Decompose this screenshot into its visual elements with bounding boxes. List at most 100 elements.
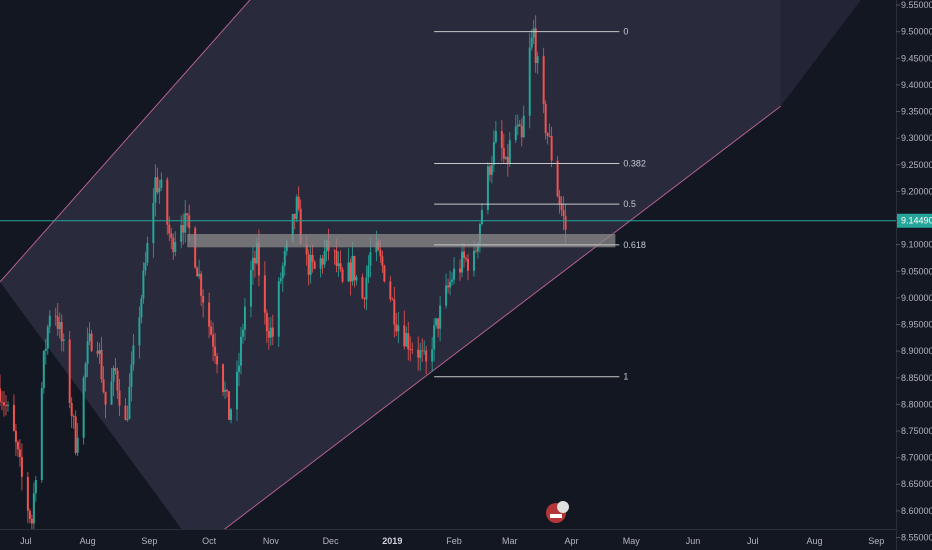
candle: [411, 342, 414, 355]
time-tick-label: 2019: [382, 536, 402, 546]
candle-body: [478, 223, 481, 244]
candle: [0, 390, 3, 411]
candle-body: [56, 316, 59, 329]
candle-body: [321, 258, 324, 265]
candle-body: [90, 333, 93, 351]
candle-body: [379, 249, 382, 257]
candle: [381, 250, 384, 274]
candle-body: [383, 265, 386, 282]
candle-body: [447, 285, 450, 288]
candle-body: [0, 401, 3, 403]
candle: [241, 323, 244, 345]
candle-body: [16, 442, 19, 450]
candle: [494, 120, 497, 144]
candle-body: [297, 196, 300, 209]
candle: [243, 298, 246, 341]
candle-body: [307, 254, 310, 275]
candle-body: [423, 350, 426, 352]
time-tick-label: Jul: [20, 536, 32, 546]
support-zone-box[interactable]: [187, 234, 616, 248]
candle: [271, 314, 274, 346]
candle: [421, 338, 424, 362]
candle-body: [556, 160, 559, 197]
price-tick-label: 8.60000: [901, 506, 932, 516]
time-tick-label: May: [623, 536, 641, 546]
candle: [160, 172, 163, 191]
candle-body: [363, 298, 366, 300]
channel-lower-line[interactable]: [196, 105, 781, 550]
candle: [486, 162, 489, 215]
candle-body: [490, 164, 493, 175]
candle: [130, 351, 133, 402]
time-tick-label: Feb: [446, 536, 462, 546]
channel-upper-line[interactable]: [0, 0, 434, 283]
candle: [74, 410, 77, 456]
candle: [128, 373, 131, 420]
price-tick-label: 9.55000: [901, 0, 932, 10]
candle: [417, 336, 420, 371]
candle-body: [433, 325, 436, 350]
tradingview-logo-icon: [546, 501, 569, 523]
candle: [562, 196, 565, 231]
candle-body: [110, 381, 113, 405]
price-axis[interactable]: 9.55000 9.50000 9.45000 9.40000 9.35000 9.300…: [896, 0, 932, 550]
candle-body: [116, 370, 119, 391]
candle: [397, 311, 400, 344]
candle-body: [309, 254, 312, 275]
candle-body: [500, 131, 503, 149]
candle-body: [54, 315, 57, 317]
candle-body: [44, 348, 47, 351]
candle-body: [32, 493, 35, 524]
candle: [226, 388, 229, 398]
candle: [544, 100, 547, 140]
candle: [546, 132, 549, 145]
time-axis[interactable]: Jul Aug Sep Oct Nov Dec 2019 Feb Mar Apr May Jun Jul…: [0, 529, 896, 550]
candle-body: [506, 156, 509, 164]
candle: [253, 250, 256, 278]
candle-body: [393, 299, 396, 325]
candle: [311, 244, 314, 273]
candle-body: [341, 269, 344, 282]
candle: [60, 314, 63, 352]
candle: [4, 395, 7, 416]
candle: [216, 352, 219, 374]
candle-body: [271, 327, 274, 337]
candle: [76, 422, 79, 457]
time-tick-label: Aug: [806, 536, 822, 546]
candle-body: [461, 251, 464, 273]
candle-body: [411, 349, 414, 351]
candle: [194, 226, 197, 269]
candle: [267, 317, 270, 350]
candle: [32, 482, 35, 537]
candle: [144, 251, 147, 276]
candle-body: [243, 306, 246, 330]
candle-body: [542, 56, 545, 104]
candle: [313, 260, 316, 270]
candle: [174, 231, 177, 257]
candle: [56, 303, 59, 336]
candle: [548, 123, 551, 138]
candle: [70, 397, 73, 428]
candle: [435, 317, 438, 329]
candle-body: [311, 254, 314, 262]
candle-body: [333, 250, 336, 252]
price-tick-label: 9.25000: [901, 160, 932, 170]
price-tick-label: 9.30000: [901, 133, 932, 143]
candle-body: [156, 177, 159, 193]
candle-body: [480, 209, 483, 224]
candle-body: [154, 177, 157, 203]
candle: [170, 228, 173, 250]
candle: [126, 405, 129, 422]
candle-body: [474, 250, 477, 252]
candle: [550, 126, 553, 167]
fibonacci-retracement[interactable]: 0 0.382 0.5 0.618 1: [434, 27, 646, 382]
candle-body: [536, 56, 539, 64]
price-tick-label: 9.05000: [901, 266, 932, 276]
candle-body: [48, 315, 51, 327]
candle: [263, 261, 266, 325]
candle: [522, 105, 525, 138]
candle-body: [184, 213, 187, 233]
support-zone[interactable]: [187, 234, 616, 248]
